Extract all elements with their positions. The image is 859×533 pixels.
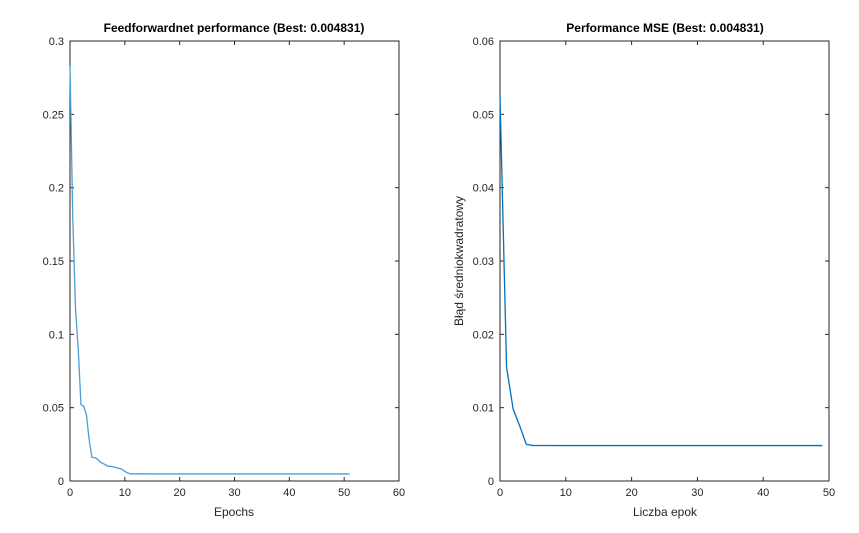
axes-box xyxy=(69,40,400,482)
x-tick-label: 10 xyxy=(119,487,131,499)
chart-feedforwardnet-performance: Feedforwardnet performance (Best: 0.0048… xyxy=(43,21,406,519)
chart-title: Performance MSE (Best: 0.004831) xyxy=(566,21,763,35)
axes-box xyxy=(499,40,830,482)
x-tick-label: 10 xyxy=(560,487,572,499)
x-tick-label: 40 xyxy=(757,487,769,499)
x-tick-label: 40 xyxy=(283,487,295,499)
plot-area: 0 10 20 30 40 50 60 0 0.05 0.1 0.15 0.2 0.25 0.3 xyxy=(43,36,406,499)
y-tick-label: 0.3 xyxy=(49,36,64,48)
y-tick-label: 0 xyxy=(488,476,494,488)
x-tick-label: 30 xyxy=(228,487,240,499)
y-tick-label: 0.25 xyxy=(43,109,64,121)
x-axis-label: Liczba epok xyxy=(633,505,698,519)
x-tick-label: 0 xyxy=(497,487,503,499)
y-tick-label: 0.2 xyxy=(49,183,64,195)
series-line xyxy=(69,65,350,475)
y-axis-label: Błąd średniokwadratowy xyxy=(452,196,466,326)
series-line xyxy=(499,95,823,447)
y-tick-label: 0.05 xyxy=(43,403,64,415)
y-tick-label: 0 xyxy=(58,476,64,488)
x-tick-label: 0 xyxy=(67,487,73,499)
y-tick-label: 0.03 xyxy=(473,256,494,268)
x-tick-label: 60 xyxy=(393,487,405,499)
x-tick-label: 20 xyxy=(625,487,637,499)
y-tick-label: 0.15 xyxy=(43,256,64,268)
x-axis-label: Epochs xyxy=(214,505,254,519)
y-tick-label: 0.06 xyxy=(473,36,494,48)
plot-area: 0 10 20 30 40 50 0 0.01 0.02 0.03 0.04 0.05 0.06 xyxy=(473,36,836,499)
x-tick-label: 50 xyxy=(338,487,350,499)
y-tick-label: 0.02 xyxy=(473,329,494,341)
x-tick-label: 30 xyxy=(691,487,703,499)
chart-title: Feedforwardnet performance (Best: 0.0048… xyxy=(104,21,365,35)
y-tick-label: 0.05 xyxy=(473,109,494,121)
y-tick-label: 0.1 xyxy=(49,329,64,341)
y-tick-label: 0.01 xyxy=(473,403,494,415)
chart-performance-mse: Performance MSE (Best: 0.004831) 0 10 20 30… xyxy=(452,21,835,519)
x-tick-label: 20 xyxy=(174,487,186,499)
x-tick-label: 50 xyxy=(823,487,835,499)
y-tick-label: 0.04 xyxy=(473,183,494,195)
